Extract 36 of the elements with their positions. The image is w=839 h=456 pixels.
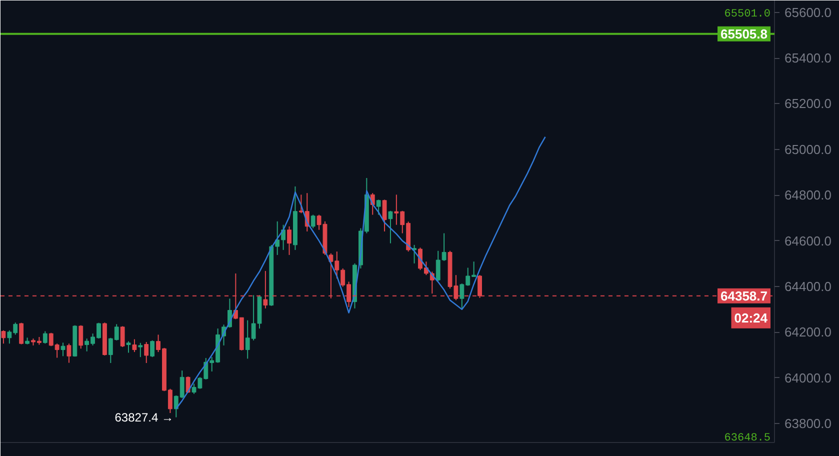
y-tick-label: 65000.0 xyxy=(784,142,832,157)
candlestick xyxy=(376,199,381,216)
candlestick xyxy=(144,341,149,364)
annotation: 02:24 xyxy=(734,310,768,326)
y-tick-label: 65200.0 xyxy=(784,96,832,112)
ref-line-label: 64358.7 xyxy=(720,288,768,304)
candlestick xyxy=(60,342,66,357)
candlestick xyxy=(138,342,143,358)
candlestick xyxy=(126,340,131,354)
candlestick xyxy=(42,330,48,344)
candlestick xyxy=(310,214,316,229)
annotation: 63827.4 → xyxy=(114,410,174,424)
y-tick-label: 64800.0 xyxy=(784,188,832,203)
y-tick-label: 64600.0 xyxy=(784,233,832,248)
candlestick xyxy=(78,324,84,350)
annotation: 65501.0 xyxy=(724,8,771,20)
candlestick xyxy=(150,340,155,358)
candlestick xyxy=(298,194,304,214)
candlestick xyxy=(1,330,6,344)
candlestick xyxy=(120,326,125,348)
candlestick xyxy=(19,322,24,345)
candlestick xyxy=(388,210,393,244)
y-tick-label: 65600.0 xyxy=(784,4,832,20)
y-tick-label: 65400.0 xyxy=(784,50,832,66)
candlestick xyxy=(132,338,137,353)
candlestick xyxy=(66,343,72,364)
candlestick xyxy=(287,226,292,256)
y-tick-label: 63800.0 xyxy=(784,416,832,432)
ref-line-label: 65505.8 xyxy=(720,26,768,42)
candlestick xyxy=(382,199,387,232)
line-series xyxy=(175,136,546,410)
y-tick-label: 64000.0 xyxy=(784,370,832,386)
candlestick xyxy=(186,376,190,394)
annotation: 63648.5 xyxy=(724,432,771,444)
y-tick-label: 64400.0 xyxy=(784,278,832,294)
y-tick-label: 64200.0 xyxy=(784,324,832,340)
